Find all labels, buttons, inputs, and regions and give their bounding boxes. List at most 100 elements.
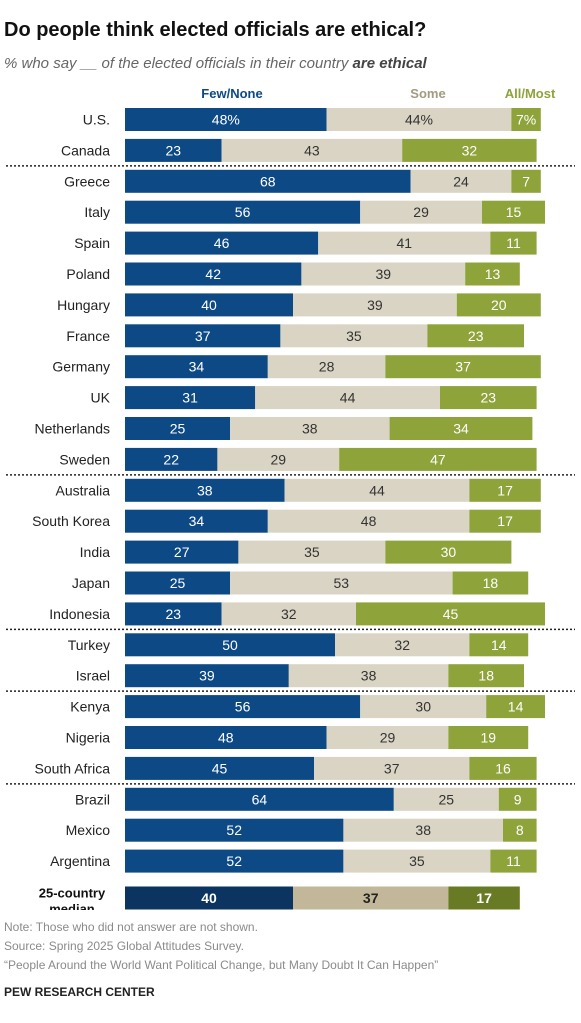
data-label-some: 29 — [271, 451, 287, 467]
data-label-few: 56 — [235, 699, 251, 715]
data-label-some: 53 — [334, 575, 350, 591]
data-label-some: 39 — [376, 266, 392, 282]
note-text: Note: Those who did not answer are not s… — [4, 920, 258, 934]
data-label-some: 32 — [281, 606, 297, 622]
data-label-few: 40 — [201, 297, 217, 313]
data-label-some: 44 — [340, 390, 356, 406]
category-label: France — [66, 328, 110, 344]
data-label-few: 38 — [197, 482, 213, 498]
data-label-all: 11 — [506, 853, 521, 869]
data-label-few: 52 — [226, 822, 242, 838]
data-label-some: 38 — [302, 421, 318, 437]
median-value-few: 40 — [201, 890, 217, 906]
data-label-some: 43 — [304, 142, 320, 158]
bar-segment-all — [452, 571, 529, 595]
bar-segment-all — [465, 262, 520, 286]
bar-segment-some — [360, 200, 482, 224]
bar-segment-all — [356, 602, 545, 626]
category-label: Germany — [52, 359, 110, 375]
bar-segment-few — [125, 293, 293, 317]
data-label-some: 38 — [415, 822, 431, 838]
data-label-few: 39 — [199, 668, 215, 684]
data-label-all: 23 — [468, 328, 484, 344]
bar-segment-few — [125, 602, 222, 626]
data-label-some: 48 — [361, 513, 377, 529]
category-label: Mexico — [66, 822, 111, 838]
data-label-few: 23 — [166, 142, 182, 158]
bar-segment-few — [125, 231, 319, 255]
data-label-few: 34 — [189, 513, 205, 529]
bar-segment-all — [469, 478, 541, 502]
median-value-some: 37 — [363, 890, 379, 906]
chart-subtitle: % who say __ of the elected officials in… — [4, 55, 427, 72]
category-label: U.S. — [83, 112, 110, 128]
data-label-some: 44 — [369, 482, 385, 498]
bar-segment-some — [318, 231, 491, 255]
data-label-few: 42 — [205, 266, 221, 282]
bar-segment-some — [393, 787, 499, 811]
bar-segment-all — [440, 386, 537, 410]
data-label-few: 46 — [214, 235, 230, 251]
data-label-some: 35 — [409, 853, 425, 869]
bar-segment-few — [125, 417, 230, 440]
bar-segment-all — [427, 324, 524, 348]
category-label: Italy — [84, 204, 110, 220]
stacked-bar-chart: Few/None Some All/Most U.S. 48% 44% 7% Canada 23… — [6, 86, 575, 911]
bar-segment-few — [125, 849, 344, 873]
median-segment-few — [125, 886, 293, 910]
legend-label-few: Few/None — [201, 86, 262, 101]
report-title-text: “People Around the World Want Political … — [4, 958, 439, 972]
bar-segment-few — [125, 509, 268, 533]
data-label-all: 16 — [495, 760, 511, 776]
data-label-some: 29 — [380, 730, 396, 746]
data-label-all: 15 — [506, 204, 522, 220]
data-label-all: 8 — [516, 822, 524, 838]
data-label-few: 34 — [189, 359, 205, 375]
data-label-some: 44% — [405, 112, 433, 128]
bar-segment-some — [255, 386, 440, 410]
bar-segment-some — [314, 756, 470, 780]
data-label-some: 38 — [361, 668, 377, 684]
bar-segment-some — [267, 355, 386, 379]
category-label: Japan — [72, 575, 110, 591]
subtitle-text: % who say __ of the elected officials in… — [4, 55, 353, 72]
median-label-line2: median — [49, 902, 95, 911]
data-label-all: 45 — [443, 606, 459, 622]
data-label-few: 27 — [174, 544, 190, 560]
data-label-all: 18 — [483, 575, 499, 591]
data-label-all: 9 — [514, 791, 522, 807]
category-label: India — [80, 544, 111, 560]
data-label-few: 23 — [166, 606, 182, 622]
category-label: Spain — [74, 235, 110, 251]
data-label-all: 20 — [491, 297, 507, 313]
bar-segment-few — [125, 138, 222, 162]
bar-segment-few — [125, 108, 327, 131]
bar-segment-all — [469, 756, 537, 780]
data-label-some: 29 — [413, 204, 429, 220]
data-label-some: 41 — [397, 235, 413, 251]
category-label: South Korea — [32, 513, 110, 529]
category-label: Argentina — [50, 853, 110, 869]
bar-segment-some — [230, 417, 390, 440]
bar-segment-few — [125, 571, 230, 595]
bar-segment-few — [125, 447, 218, 471]
bar-segment-few — [125, 633, 335, 657]
bar-segment-some — [267, 509, 470, 533]
data-label-all: 23 — [481, 390, 497, 406]
data-label-few: 68 — [260, 173, 276, 189]
median-label-line1: 25-country — [39, 886, 106, 901]
category-label: Turkey — [68, 637, 110, 653]
data-label-all: 32 — [462, 142, 478, 158]
bar-segment-all — [389, 417, 533, 440]
category-label: Netherlands — [35, 421, 111, 437]
data-label-all: 19 — [481, 730, 497, 746]
data-label-all: 17 — [497, 482, 513, 498]
data-label-some: 32 — [394, 637, 410, 653]
bar-segment-all — [456, 293, 541, 317]
data-label-all: 7 — [522, 173, 530, 189]
bar-segment-all — [469, 509, 541, 533]
data-label-some: 35 — [304, 544, 320, 560]
bar-segment-some — [335, 633, 470, 657]
category-label: Hungary — [57, 297, 110, 313]
data-label-all: 17 — [497, 513, 513, 529]
